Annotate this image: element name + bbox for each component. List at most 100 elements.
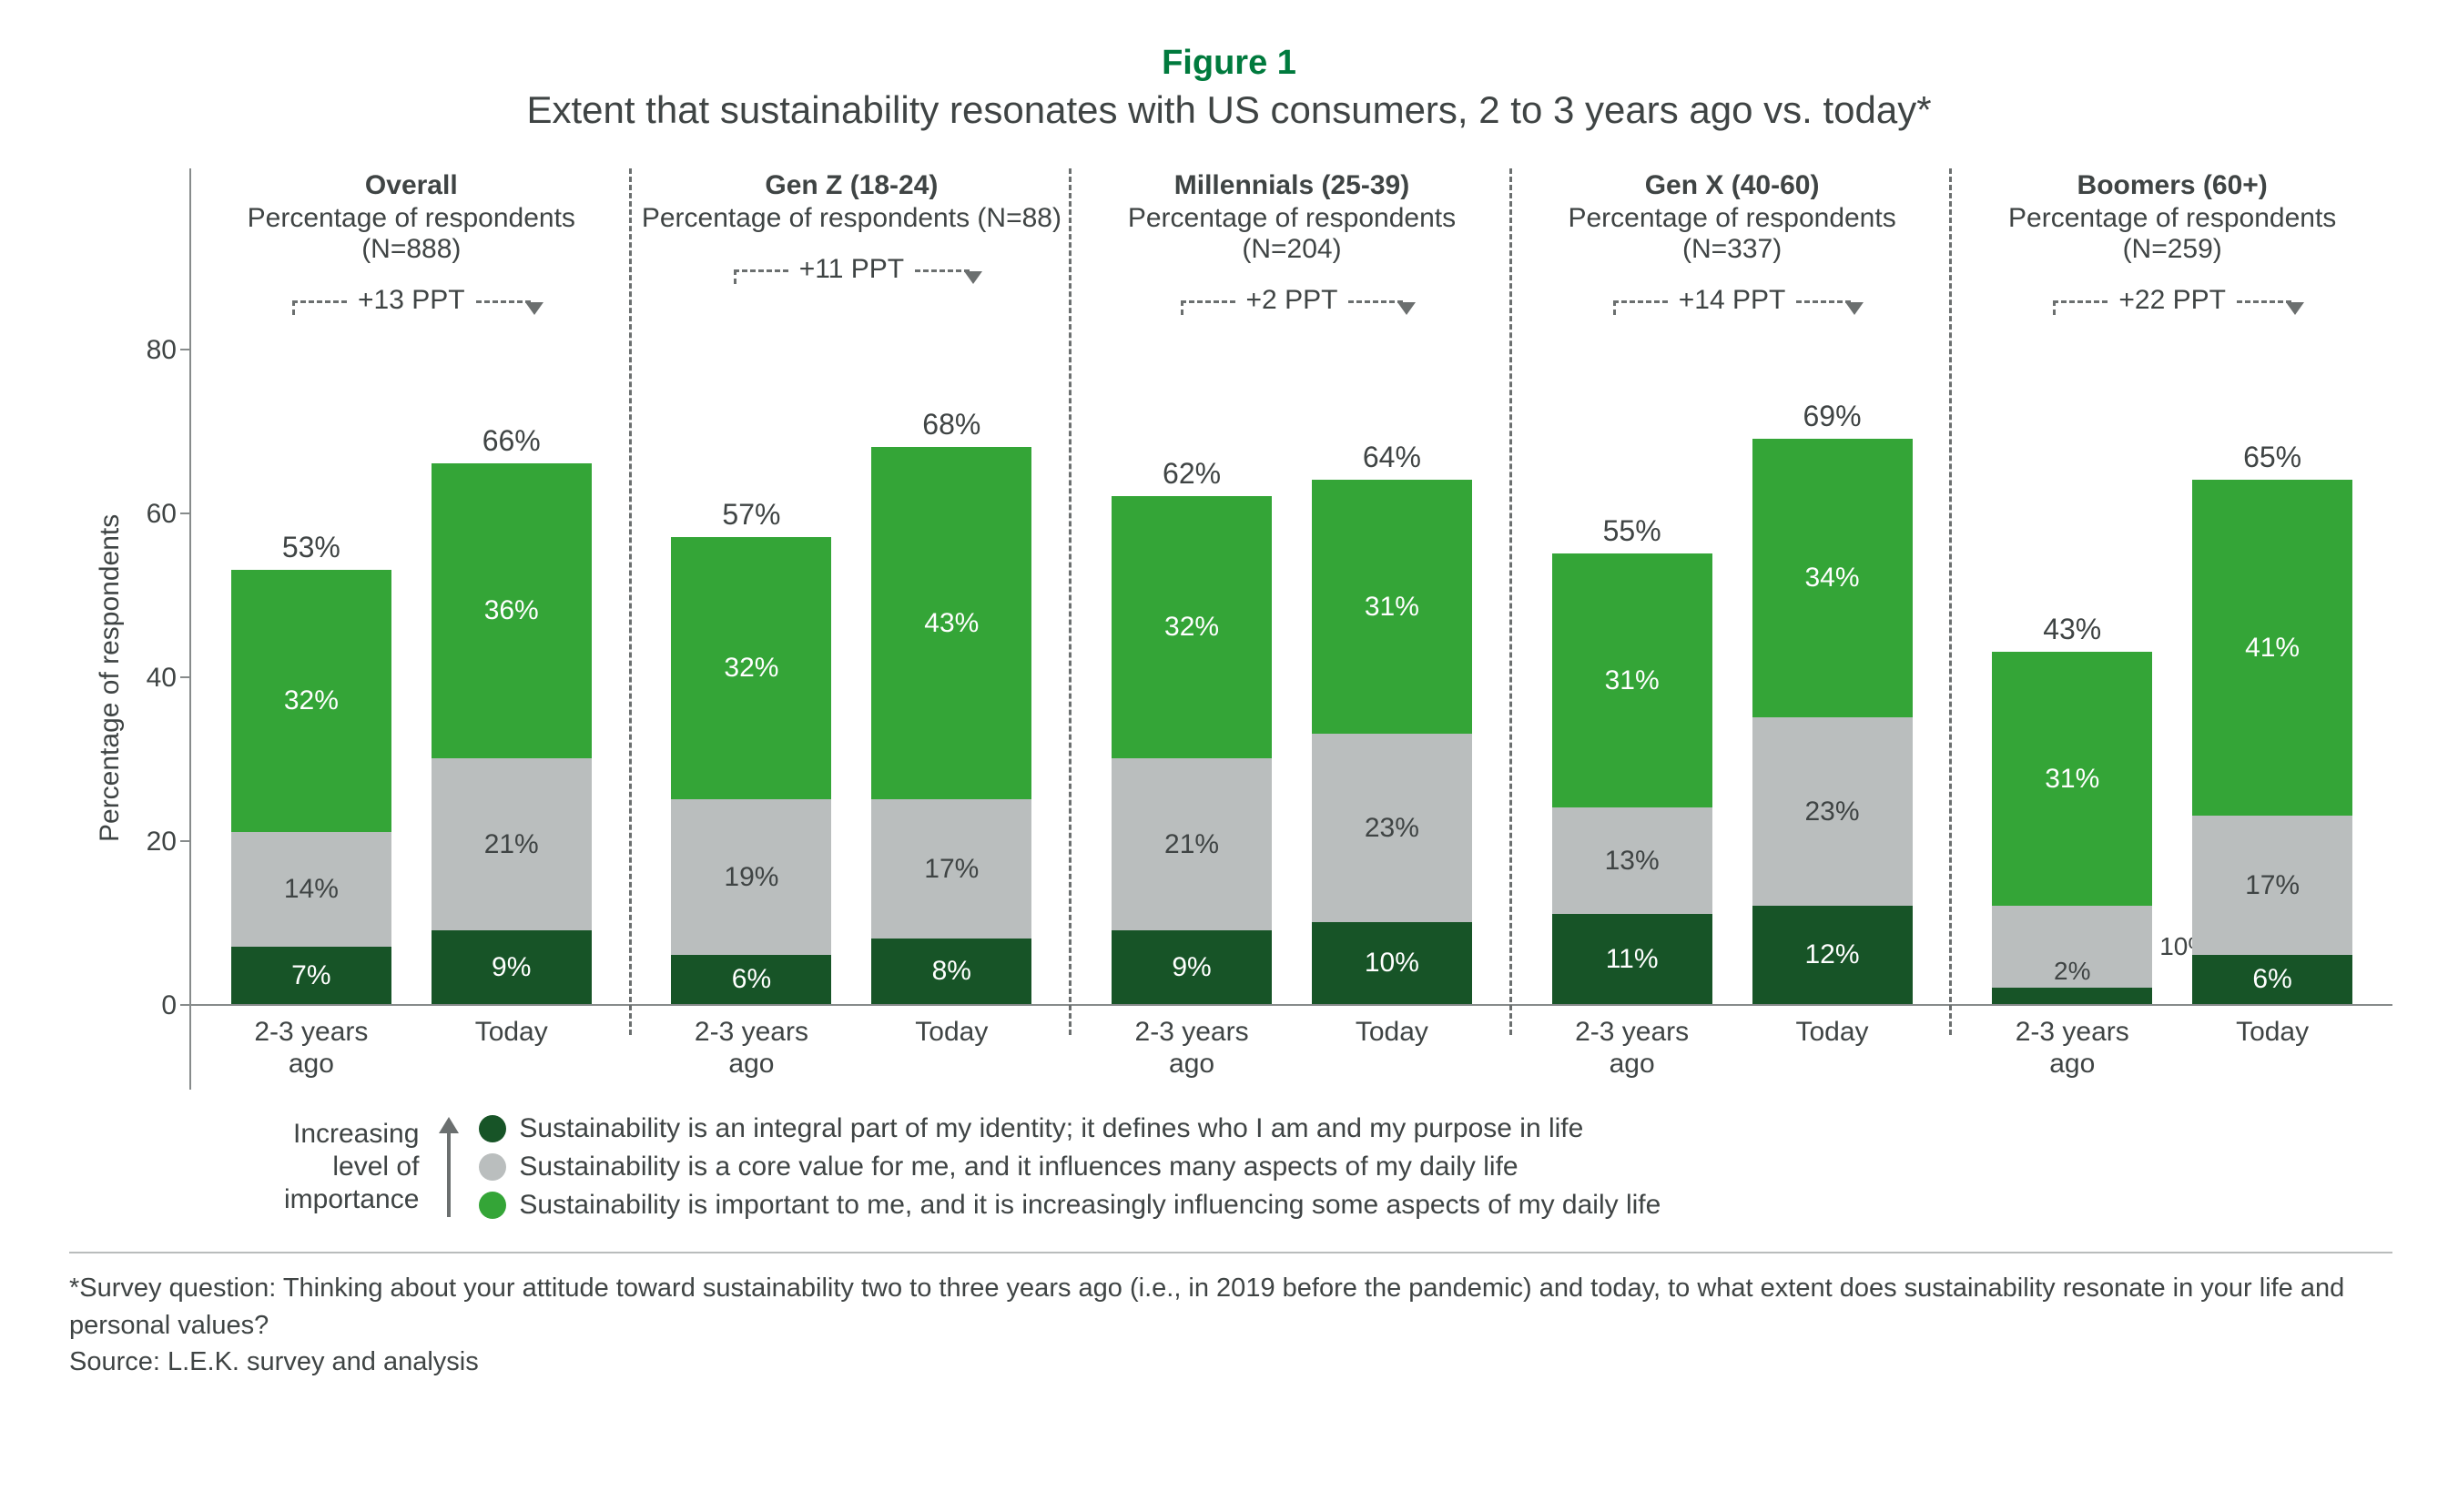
- bar-segment-core: 14%: [231, 832, 391, 947]
- x-axis-labels: 2-3 yearsagoToday: [632, 1006, 1072, 1090]
- x-axis-labels: 2-3 yearsagoToday: [1952, 1006, 2392, 1090]
- legend: Increasinglevel ofimportance Sustainabil…: [284, 1113, 2392, 1221]
- ppt-change-value: +22 PPT: [2118, 285, 2226, 316]
- bar-segment-integral: 11%: [1552, 914, 1712, 1004]
- bar-segment-core: 19%: [671, 799, 831, 955]
- panel-title: Gen X (40-60): [1519, 170, 1945, 201]
- bar-total-label: 62%: [1112, 457, 1272, 491]
- panel-header: Gen X (40-60)Percentage of respondents (…: [1512, 168, 1953, 350]
- plot-area: 62%32%21%9%64%31%23%10%: [1072, 350, 1512, 1006]
- bar-segment-core: 17%: [2192, 816, 2352, 955]
- bar-segment-integral: 7%: [231, 947, 391, 1004]
- stacked-bar: 62%32%21%9%: [1112, 496, 1272, 1004]
- panels-container: OverallPercentage of respondents (N=888)…: [189, 168, 2392, 1090]
- bar-segment-integral: 6%: [2192, 955, 2352, 1004]
- plot-area: 55%31%13%11%69%34%23%12%: [1512, 350, 1953, 1006]
- ppt-change-value: +13 PPT: [358, 285, 465, 316]
- x-axis-label: Today: [432, 1017, 592, 1090]
- ppt-change: +11 PPT: [639, 254, 1065, 285]
- bar-segment-core: 21%: [1112, 758, 1272, 930]
- footnote-line: *Survey question: Thinking about your at…: [69, 1270, 2392, 1344]
- x-axis-label: 2-3 yearsago: [1552, 1017, 1712, 1090]
- x-axis-label: Today: [2192, 1017, 2352, 1090]
- x-axis-label: 2-3 yearsago: [1112, 1017, 1272, 1090]
- y-tick-mark: [180, 676, 189, 678]
- bar-segment-important: 32%: [1112, 496, 1272, 758]
- stacked-bar: 53%32%14%7%: [231, 570, 391, 1004]
- panel-subtitle: Percentage of respondents (N=88): [639, 203, 1065, 234]
- arrow-down-icon: [1397, 302, 1416, 315]
- legend-items: Sustainability is an integral part of my…: [479, 1113, 1661, 1221]
- panel-header: Gen Z (18-24)Percentage of respondents (…: [632, 168, 1072, 350]
- y-tick-label: 0: [161, 990, 177, 1021]
- legend-item: Sustainability is important to me, and i…: [479, 1190, 1661, 1221]
- panel-subtitle: Percentage of respondents (N=204): [1079, 203, 1505, 265]
- bar-segment-important: 32%: [231, 570, 391, 832]
- legend-swatch-icon: [479, 1192, 506, 1219]
- ppt-change: +2 PPT: [1079, 285, 1505, 316]
- y-axis-label: Percentage of respondents: [84, 350, 126, 1006]
- legend-caption-line: level of: [284, 1151, 419, 1183]
- x-axis-labels: 2-3 yearsagoToday: [1512, 1006, 1953, 1090]
- panel-subtitle: Percentage of respondents (N=259): [1959, 203, 2385, 265]
- chart: Percentage of respondents 020406080 Over…: [84, 168, 2392, 1090]
- panel-title: Overall: [198, 170, 625, 201]
- panel-subtitle: Percentage of respondents (N=337): [1519, 203, 1945, 265]
- y-tick-mark: [180, 349, 189, 350]
- segment-value-label: 2%: [2054, 957, 2090, 986]
- x-axis-labels: 2-3 yearsago Today: [191, 1006, 632, 1090]
- bar-segment-core: 23%: [1312, 734, 1472, 922]
- stacked-bar: 69%34%23%12%: [1752, 439, 1913, 1004]
- x-axis-label: Today: [871, 1017, 1031, 1090]
- bar-segment-core: 23%: [1752, 717, 1913, 906]
- plot-area: 57%32%19%6%68%43%17%8%: [632, 350, 1072, 1006]
- bar-total-label: 57%: [671, 498, 831, 532]
- bar-total-label: 53%: [231, 531, 391, 564]
- x-axis-labels: 2-3 yearsago Today: [1072, 1006, 1512, 1090]
- bar-segment-core: 17%: [871, 799, 1031, 939]
- panel-title: Millennials (25-39): [1079, 170, 1505, 201]
- panel-header: Boomers (60+)Percentage of respondents (…: [1952, 168, 2392, 350]
- stacked-bar: 68%43%17%8%: [871, 447, 1031, 1004]
- stacked-bar: 55%31%13%11%: [1552, 553, 1712, 1004]
- panel: Gen X (40-60)Percentage of respondents (…: [1512, 168, 1953, 1090]
- ppt-change-value: +14 PPT: [1679, 285, 1786, 316]
- y-tick-mark: [180, 840, 189, 842]
- y-tick-mark: [180, 512, 189, 514]
- bar-segment-integral: 2%: [1992, 988, 2152, 1004]
- arrow-down-icon: [525, 302, 543, 315]
- figure-label: Figure 1: [66, 44, 2392, 83]
- y-axis-ticks: 020406080: [126, 350, 189, 1006]
- legend-arrow-icon: [441, 1117, 457, 1217]
- panel-header: Millennials (25-39)Percentage of respond…: [1072, 168, 1512, 350]
- bar-total-label: 64%: [1312, 441, 1472, 474]
- bar-total-label: 69%: [1752, 400, 1913, 433]
- ppt-change: +22 PPT: [1959, 285, 2385, 316]
- y-tick-label: 60: [147, 499, 177, 530]
- bar-segment-important: 36%: [432, 463, 592, 758]
- bar-segment-integral: 10%: [1312, 922, 1472, 1004]
- bar-total-label: 43%: [1992, 613, 2152, 646]
- ppt-change: +13 PPT: [198, 285, 625, 316]
- plot-area: 53%32%14%7%66%36%21%9%: [191, 350, 632, 1006]
- stacked-bar: 43%31%10%2%: [1992, 652, 2152, 1004]
- bar-segment-important: 41%: [2192, 480, 2352, 816]
- panel-header: OverallPercentage of respondents (N=888)…: [191, 168, 632, 350]
- legend-caption: Increasinglevel ofimportance: [284, 1118, 419, 1216]
- arrow-down-icon: [1845, 302, 1864, 315]
- bar-segment-important: 32%: [671, 537, 831, 799]
- legend-item-label: Sustainability is an integral part of my…: [519, 1113, 1583, 1144]
- legend-caption-line: Increasing: [284, 1118, 419, 1151]
- legend-swatch-icon: [479, 1153, 506, 1181]
- ppt-change-value: +11 PPT: [799, 254, 904, 285]
- x-axis-label: Today: [1312, 1017, 1472, 1090]
- bar-segment-integral: 12%: [1752, 906, 1913, 1004]
- x-axis-label: 2-3 yearsago: [231, 1017, 391, 1090]
- panel: Boomers (60+)Percentage of respondents (…: [1952, 168, 2392, 1090]
- bar-segment-integral: 9%: [1112, 930, 1272, 1004]
- stacked-bar: 65%41%17%6%: [2192, 480, 2352, 1004]
- panel-title: Gen Z (18-24): [639, 170, 1065, 201]
- panel: OverallPercentage of respondents (N=888)…: [191, 168, 632, 1090]
- bar-segment-core: 21%: [432, 758, 592, 930]
- y-tick-mark: [180, 1004, 189, 1006]
